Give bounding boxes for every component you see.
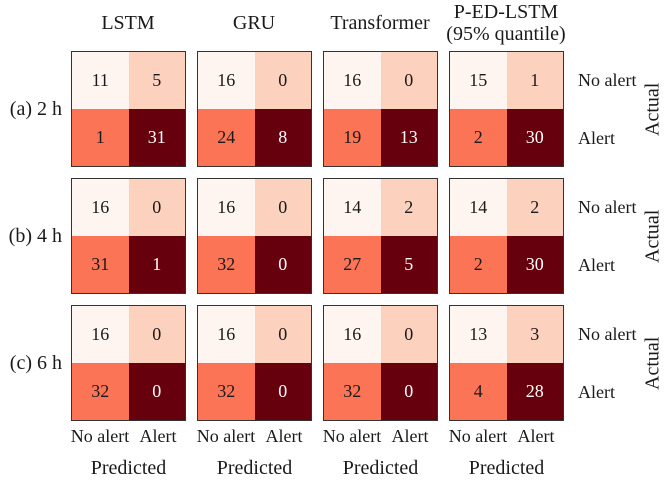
confusion-matrix-4h-gru: 16 0 32 0 — [197, 178, 312, 294]
matrix-cell: 11 — [72, 52, 129, 109]
matrix-cell: 16 — [198, 52, 255, 109]
x-tick-alert: Alert — [391, 426, 429, 446]
matrix-cell: 31 — [72, 236, 129, 293]
y-tick-no-alert: No alert — [578, 324, 637, 344]
model-header-line1: P-ED-LSTM — [453, 1, 559, 23]
matrix-cell: 0 — [380, 306, 437, 363]
confusion-matrix-4h-lstm: 16 0 31 1 — [71, 178, 186, 294]
confusion-matrix-2h-lstm: 11 5 1 31 — [71, 51, 186, 167]
matrix-cell: 27 — [324, 236, 381, 293]
x-tick-no-alert: No alert — [448, 426, 508, 446]
matrix-cell: 15 — [450, 52, 507, 109]
matrix-cell: 19 — [324, 109, 381, 166]
model-header-line1: Transformer — [330, 12, 430, 34]
matrix-cell: 14 — [450, 179, 507, 236]
matrix-cell: 13 — [380, 109, 437, 166]
predicted-axis-label: Predicted — [90, 457, 167, 479]
x-tick-alert: Alert — [517, 426, 555, 446]
y-tick-alert: Alert — [578, 255, 615, 275]
matrix-cell: 24 — [198, 109, 255, 166]
matrix-cell: 1 — [506, 52, 563, 109]
confusion-matrix-2h-p-ed-lstm: 15 1 2 30 — [449, 51, 564, 167]
matrix-cell: 14 — [324, 179, 381, 236]
matrix-cell: 3 — [506, 306, 563, 363]
row-label-2h: (a) 2 h — [9, 98, 62, 120]
predicted-axis-label: Predicted — [342, 457, 419, 479]
matrix-cell: 28 — [506, 363, 563, 420]
row-label-6h: (c) 6 h — [9, 352, 62, 374]
matrix-cell: 0 — [254, 236, 311, 293]
x-tick-alert: Alert — [139, 426, 177, 446]
model-header-line1: GRU — [232, 12, 276, 34]
model-header-line2: (95% quantile) — [446, 23, 566, 45]
matrix-cell: 0 — [380, 52, 437, 109]
y-tick-no-alert: No alert — [578, 197, 637, 217]
confusion-matrix-6h-lstm: 16 0 32 0 — [71, 305, 186, 421]
confusion-matrix-6h-p-ed-lstm: 13 3 4 28 — [449, 305, 564, 421]
matrix-cell: 32 — [198, 236, 255, 293]
actual-axis-label: Actual — [641, 82, 664, 136]
matrix-cell: 16 — [324, 52, 381, 109]
matrix-cell: 16 — [72, 306, 129, 363]
actual-axis-label: Actual — [641, 336, 664, 390]
model-header-transformer: Transformer — [300, 0, 460, 46]
matrix-cell: 0 — [254, 363, 311, 420]
matrix-cell: 2 — [450, 109, 507, 166]
confusion-matrix-2h-transformer: 16 0 19 13 — [323, 51, 438, 167]
matrix-cell: 0 — [128, 179, 185, 236]
matrix-cell: 30 — [506, 236, 563, 293]
model-header-p-ed-lstm: P-ED-LSTM (95% quantile) — [426, 0, 586, 46]
matrix-cell: 16 — [198, 179, 255, 236]
model-header-line1: LSTM — [101, 12, 155, 34]
matrix-cell: 2 — [380, 179, 437, 236]
matrix-cell: 8 — [254, 109, 311, 166]
matrix-cell: 0 — [254, 179, 311, 236]
predicted-axis-label: Predicted — [468, 457, 545, 479]
confusion-matrix-6h-transformer: 16 0 32 0 — [323, 305, 438, 421]
matrix-cell: 32 — [72, 363, 129, 420]
x-tick-no-alert: No alert — [196, 426, 256, 446]
matrix-cell: 0 — [254, 306, 311, 363]
matrix-cell: 4 — [450, 363, 507, 420]
matrix-cell: 0 — [128, 363, 185, 420]
y-tick-alert: Alert — [578, 382, 615, 402]
matrix-cell: 0 — [380, 363, 437, 420]
matrix-cell: 32 — [198, 363, 255, 420]
matrix-cell: 30 — [506, 109, 563, 166]
matrix-cell: 5 — [380, 236, 437, 293]
matrix-cell: 5 — [128, 52, 185, 109]
matrix-cell: 32 — [324, 363, 381, 420]
matrix-cell: 31 — [128, 109, 185, 166]
confusion-matrix-6h-gru: 16 0 32 0 — [197, 305, 312, 421]
model-header-gru: GRU — [174, 0, 334, 46]
confusion-matrix-4h-transformer: 14 2 27 5 — [323, 178, 438, 294]
matrix-cell: 2 — [506, 179, 563, 236]
matrix-cell: 1 — [128, 236, 185, 293]
matrix-cell: 16 — [324, 306, 381, 363]
row-label-4h: (b) 4 h — [8, 225, 62, 247]
confusion-matrix-2h-gru: 16 0 24 8 — [197, 51, 312, 167]
matrix-cell: 16 — [198, 306, 255, 363]
matrix-cell: 16 — [72, 179, 129, 236]
matrix-cell: 13 — [450, 306, 507, 363]
actual-axis-label: Actual — [641, 209, 664, 263]
model-header-lstm: LSTM — [48, 0, 208, 46]
y-tick-no-alert: No alert — [578, 70, 637, 90]
confusion-matrix-4h-p-ed-lstm: 14 2 2 30 — [449, 178, 564, 294]
matrix-cell: 1 — [72, 109, 129, 166]
matrix-cell: 2 — [450, 236, 507, 293]
matrix-cell: 0 — [254, 52, 311, 109]
x-tick-alert: Alert — [265, 426, 303, 446]
x-tick-no-alert: No alert — [322, 426, 382, 446]
matrix-cell: 0 — [128, 306, 185, 363]
y-tick-alert: Alert — [578, 128, 615, 148]
predicted-axis-label: Predicted — [216, 457, 293, 479]
x-tick-no-alert: No alert — [70, 426, 130, 446]
